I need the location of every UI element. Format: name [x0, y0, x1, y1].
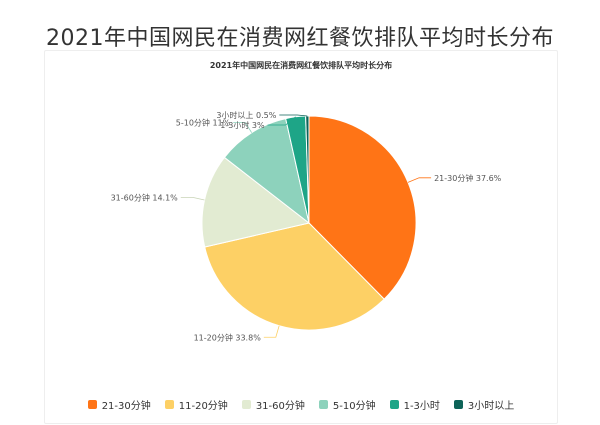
- slice-label: 31-60分钟 14.1%: [111, 192, 179, 202]
- chart-card: 2021年中国网民在消费网红餐饮排队平均时长分布 21-30分钟 37.6% 11…: [44, 50, 558, 424]
- legend-label: 21-30分钟: [101, 401, 151, 412]
- pie-slice: [201, 156, 311, 248]
- legend-label: 11-20分钟: [178, 401, 228, 412]
- legend-swatch: [318, 400, 328, 409]
- legend-label: 5-10分钟: [332, 401, 376, 412]
- leader-line: [279, 114, 308, 117]
- leader-line: [263, 325, 280, 338]
- legend-item[interactable]: 11-20分钟: [164, 397, 228, 412]
- pie-slice: [223, 117, 310, 225]
- legend-item[interactable]: 21-30分钟: [87, 397, 151, 412]
- pie-chart: 21-30分钟 37.6% 11-20分钟 33.8% 31-60分钟 14.1% 5…: [111, 110, 502, 342]
- legend-label: 1-3小时: [403, 401, 440, 412]
- chart-title: 2021年中国网民在消费网红餐饮排队平均时长分布: [209, 61, 393, 70]
- slice-label: 11-20分钟 33.8%: [194, 332, 262, 342]
- slice-label: 21-30分钟 37.6%: [434, 173, 502, 183]
- legend-swatch: [87, 400, 97, 409]
- legend-item[interactable]: 31-60分钟: [241, 397, 305, 412]
- leader-line: [180, 197, 205, 201]
- legend-swatch: [389, 400, 399, 409]
- legend-label: 3小时以上: [467, 401, 515, 412]
- slice-label: 3小时以上 0.5%: [216, 110, 276, 120]
- slice-label: 1-3小时 3%: [220, 120, 265, 130]
- leader-line: [267, 116, 296, 126]
- pie-slice: [204, 222, 385, 331]
- legend-swatch: [241, 400, 251, 409]
- chart-legend: 21-30分钟 11-20分钟 31-60分钟 5-10分钟 1-3小时 3小时以上: [45, 397, 557, 412]
- leader-line: [407, 177, 432, 183]
- slice-label: 5-10分钟 11%: [176, 118, 231, 128]
- legend-item[interactable]: 3小时以上: [453, 397, 515, 412]
- legend-label: 31-60分钟: [255, 401, 305, 412]
- legend-swatch: [453, 400, 463, 409]
- legend-item[interactable]: 1-3小时: [389, 397, 440, 412]
- legend-swatch: [164, 400, 174, 409]
- page-title: 2021年中国网民在消费网红餐饮排队平均时长分布: [46, 26, 554, 51]
- leader-line: [233, 122, 253, 133]
- legend-item[interactable]: 5-10分钟: [318, 397, 376, 412]
